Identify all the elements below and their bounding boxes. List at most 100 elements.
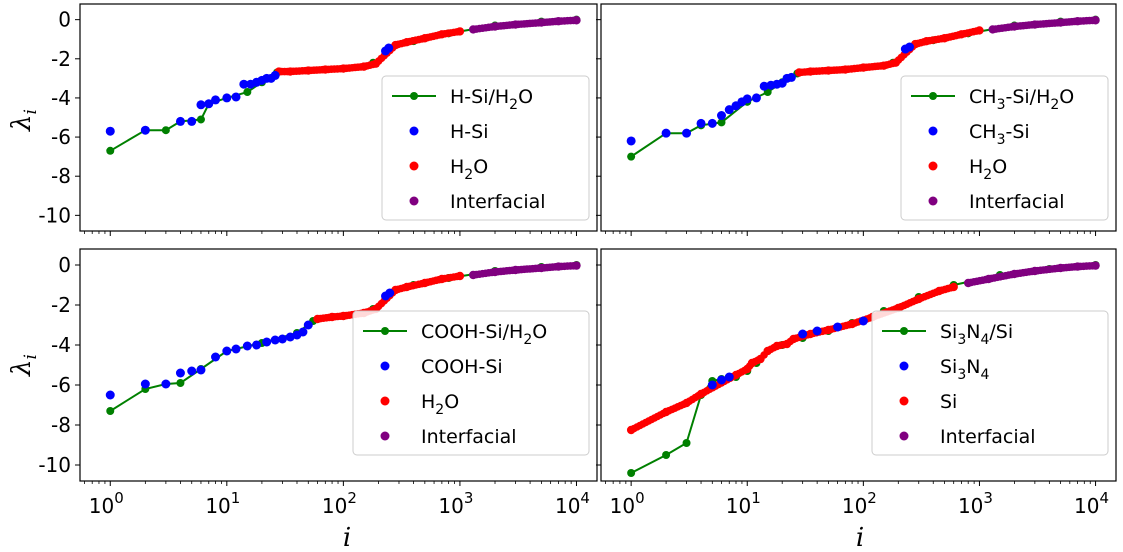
point-series-a: [724, 372, 734, 382]
point-series-a: [187, 366, 197, 376]
legend-dot-swatch: [380, 431, 390, 441]
legend-label: H-Si: [450, 121, 488, 143]
legend-label: CH3-Si: [969, 121, 1030, 148]
point-series-a: [140, 125, 150, 135]
point-series-a: [707, 118, 717, 128]
legend-label: Si3N4/Si: [940, 321, 1013, 348]
point-series-a: [161, 379, 171, 389]
legend-dot-swatch: [899, 396, 909, 406]
legend-box: [352, 310, 590, 456]
y-axis-title-bottom: λi: [7, 354, 41, 377]
panel-ch3-si: CH3-Si/H2O CH3-Si H2O Interfacial: [596, 3, 1117, 236]
legend-label: COOH-Si/H2O: [421, 321, 547, 348]
legend-label: Si3N4: [940, 356, 989, 383]
point-series-a: [384, 43, 394, 53]
panel-si3n4-si: 100 101 102 103 104 Si3N4/Si Si3N4 Si Interfacia…: [596, 248, 1117, 518]
point-series-a: [759, 81, 769, 91]
legend-dot-swatch: [409, 126, 419, 136]
x-axis-title-left: i: [343, 523, 351, 552]
point-series-a: [833, 322, 843, 332]
point-series-a: [222, 346, 232, 356]
point-series-a: [707, 380, 717, 390]
y-tick-label: -6: [51, 125, 71, 149]
point-series-a: [239, 79, 249, 89]
legend-label: H2O: [450, 156, 488, 183]
y-tick-label: -8: [51, 413, 71, 437]
x-tick-label: 104: [1074, 489, 1109, 518]
point-series-a: [385, 288, 395, 298]
line-marker: [106, 407, 115, 415]
x-axis-title-right: i: [856, 523, 864, 552]
legend-label: Interfacial: [421, 426, 517, 448]
legend-line-marker: [410, 92, 418, 100]
point-interfacial: [572, 16, 581, 25]
line-marker: [627, 469, 636, 477]
point-series-a: [277, 334, 287, 344]
y-tick-label: -6: [51, 373, 71, 397]
point-series-b: [949, 282, 958, 292]
point-series-b: [455, 27, 465, 36]
x-tick-label: 102: [322, 489, 357, 518]
y-tick-label: 0: [58, 8, 71, 32]
point-series-a: [175, 368, 185, 378]
point-series-a: [196, 365, 206, 375]
point-series-a: [742, 94, 752, 104]
point-series-a: [716, 111, 726, 121]
point-series-a: [105, 390, 115, 400]
point-series-a: [298, 327, 308, 337]
point-series-a: [204, 99, 214, 109]
point-series-b: [975, 26, 984, 35]
x-tick-label: 103: [958, 489, 993, 518]
point-series-a: [696, 118, 706, 128]
plot-frame: [600, 248, 1117, 482]
line-marker: [243, 88, 252, 97]
legend-label: Interfacial: [969, 191, 1065, 213]
point-series-a: [812, 326, 822, 336]
point-series-a: [285, 332, 295, 342]
point-interfacial: [572, 261, 581, 270]
y-tick-label: -10: [38, 203, 71, 227]
point-series-a: [222, 93, 232, 103]
line-marker: [196, 115, 205, 124]
legend-dot-swatch: [409, 161, 419, 171]
legend-label: H2O: [969, 156, 1007, 183]
legend-dot-swatch: [380, 361, 390, 371]
x-tick-label: 104: [555, 489, 590, 518]
y-axis-title-top: λi: [7, 109, 41, 132]
legend-label: Interfacial: [940, 426, 1036, 448]
point-interfacial: [1091, 261, 1100, 270]
y-tick-label: 0: [58, 253, 71, 277]
point-series-b: [455, 271, 465, 281]
plot-frame: [79, 248, 598, 482]
plot-frame: [600, 3, 1117, 232]
point-series-a: [231, 92, 241, 102]
point-series-a: [270, 335, 280, 345]
x-tick-label: 102: [842, 489, 877, 518]
legend-line-marker: [929, 92, 937, 100]
legend-line-marker: [900, 327, 908, 335]
line-marker: [662, 451, 671, 459]
y-tick-label: -4: [51, 333, 71, 357]
point-series-a: [751, 93, 761, 103]
point-series-a: [242, 341, 252, 351]
point-series-a: [682, 128, 692, 138]
point-series-a: [270, 70, 280, 80]
plot-frame: [79, 3, 598, 232]
y-tick-label: -4: [51, 86, 71, 110]
point-series-a: [716, 375, 726, 385]
y-tick-label: -8: [51, 164, 71, 188]
legend-label: Si: [940, 391, 957, 413]
panel-h-si: 0 -2 -4 -6 -8 -10 H-Si/H2O H-Si H2O Interfacial: [38, 3, 598, 236]
point-series-a: [303, 320, 313, 330]
x-tick-label: 100: [89, 489, 124, 518]
panel-cooh-si: 0 -2 -4 -6 -8 -10 100 101 102 103 104 COOH-Si/H2O CO…: [38, 248, 598, 518]
legend-box: [381, 75, 590, 221]
point-series-a: [786, 72, 796, 82]
legend-label: H2O: [421, 391, 459, 418]
point-series-a: [187, 116, 197, 126]
point-series-a: [724, 105, 734, 115]
point-series-a: [196, 100, 206, 110]
x-tick-label: 103: [438, 489, 473, 518]
point-series-a: [211, 352, 221, 362]
legend-line-marker: [381, 327, 389, 335]
